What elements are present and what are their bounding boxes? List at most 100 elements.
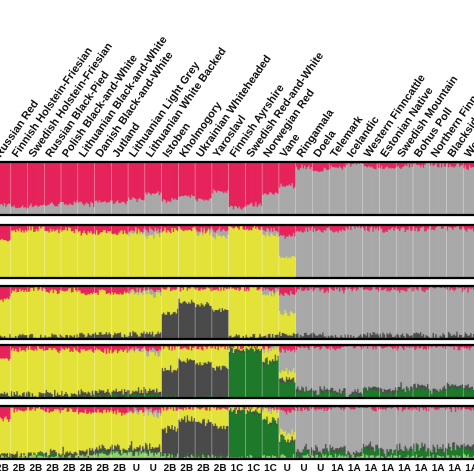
- individual-strip: [171, 225, 174, 228]
- individual-strip: [426, 387, 429, 398]
- individual-strip: [432, 332, 435, 339]
- individual-strip: [192, 227, 195, 278]
- individual-strip: [235, 206, 238, 215]
- individual-strip: [442, 228, 444, 278]
- individual-strip: [33, 345, 35, 352]
- individual-strip: [199, 162, 201, 199]
- individual-strip: [115, 225, 118, 235]
- individual-strip: [220, 345, 222, 348]
- bar-swedish-holstein-friesian: [27, 286, 45, 339]
- individual-strip: [209, 198, 211, 215]
- individual-strip: [428, 391, 431, 398]
- individual-strip: [253, 333, 256, 339]
- individual-strip: [327, 292, 330, 336]
- individual-strip: [308, 162, 310, 166]
- individual-strip: [94, 225, 97, 235]
- individual-strip: [30, 410, 33, 453]
- individual-strip: [336, 394, 338, 398]
- individual-strip: [337, 394, 340, 398]
- individual-strip: [27, 395, 30, 398]
- individual-strip: [20, 453, 23, 457]
- individual-strip: [48, 204, 51, 215]
- individual-strip: [73, 225, 76, 234]
- individual-strip: [309, 390, 312, 398]
- individual-strip: [338, 162, 341, 167]
- individual-strip: [340, 162, 343, 168]
- individual-strip: [400, 345, 403, 383]
- individual-strip: [28, 410, 31, 453]
- individual-strip: [161, 286, 164, 289]
- individual-strip: [225, 238, 228, 278]
- individual-strip: [393, 345, 396, 348]
- individual-strip: [63, 286, 66, 292]
- individual-strip: [387, 229, 390, 278]
- individual-strip: [38, 455, 41, 459]
- individual-strip: [343, 346, 345, 389]
- individual-strip: [75, 394, 77, 398]
- individual-strip: [91, 333, 94, 339]
- individual-strip: [190, 286, 193, 300]
- individual-strip: [129, 349, 132, 395]
- individual-strip: [0, 239, 2, 278]
- individual-strip: [109, 410, 112, 447]
- individual-strip: [438, 391, 440, 398]
- individual-strip: [151, 289, 154, 295]
- individual-strip: [49, 225, 52, 229]
- individual-strip: [161, 345, 164, 369]
- individual-strip: [326, 388, 329, 394]
- individual-strip: [90, 286, 93, 294]
- individual-strip: [403, 286, 405, 291]
- individual-strip: [112, 234, 115, 278]
- individual-strip: [411, 345, 414, 349]
- individual-strip: [281, 225, 284, 236]
- individual-strip: [135, 332, 137, 339]
- individual-strip: [365, 345, 368, 389]
- individual-strip: [389, 346, 391, 389]
- individual-strip: [73, 345, 76, 348]
- individual-strip: [114, 332, 116, 339]
- individual-strip: [369, 333, 372, 339]
- individual-strip: [393, 230, 396, 278]
- individual-strip: [128, 345, 130, 351]
- individual-strip: [192, 302, 195, 339]
- individual-strip: [301, 345, 303, 387]
- individual-strip: [160, 292, 162, 296]
- individual-strip: [235, 334, 238, 339]
- individual-strip: [459, 229, 461, 278]
- individual-strip: [68, 345, 70, 348]
- individual-strip: [118, 451, 120, 455]
- individual-strip: [252, 287, 255, 335]
- bar-blacksided-trondheim: [446, 225, 464, 278]
- individual-strip: [190, 162, 193, 195]
- individual-strip: [468, 345, 471, 351]
- individual-strip: [407, 163, 410, 215]
- individual-strip: [121, 345, 123, 350]
- individual-strip: [355, 346, 358, 392]
- individual-strip: [133, 225, 136, 232]
- individual-strip: [267, 364, 270, 366]
- individual-strip: [216, 225, 218, 231]
- individual-strip: [27, 225, 30, 231]
- individual-strip: [45, 231, 48, 278]
- individual-strip: [26, 162, 28, 209]
- individual-strip: [167, 311, 169, 339]
- individual-strip: [40, 455, 42, 459]
- individual-strip: [158, 225, 161, 233]
- individual-strip: [361, 163, 363, 215]
- individual-strip: [364, 162, 366, 167]
- individual-strip: [123, 225, 126, 231]
- individual-strip: [324, 162, 327, 169]
- individual-strip: [73, 233, 76, 278]
- individual-strip: [149, 289, 151, 294]
- individual-strip: [3, 286, 6, 299]
- individual-strip: [98, 162, 101, 201]
- individual-strip: [425, 231, 428, 278]
- bar-danish-black-and-white: [94, 406, 112, 459]
- individual-strip: [14, 406, 17, 409]
- individual-strip: [403, 349, 405, 389]
- individual-strip: [129, 448, 132, 452]
- individual-strip: [382, 392, 384, 394]
- individual-strip: [322, 171, 324, 215]
- individual-strip: [86, 345, 88, 351]
- individual-strip: [387, 286, 390, 291]
